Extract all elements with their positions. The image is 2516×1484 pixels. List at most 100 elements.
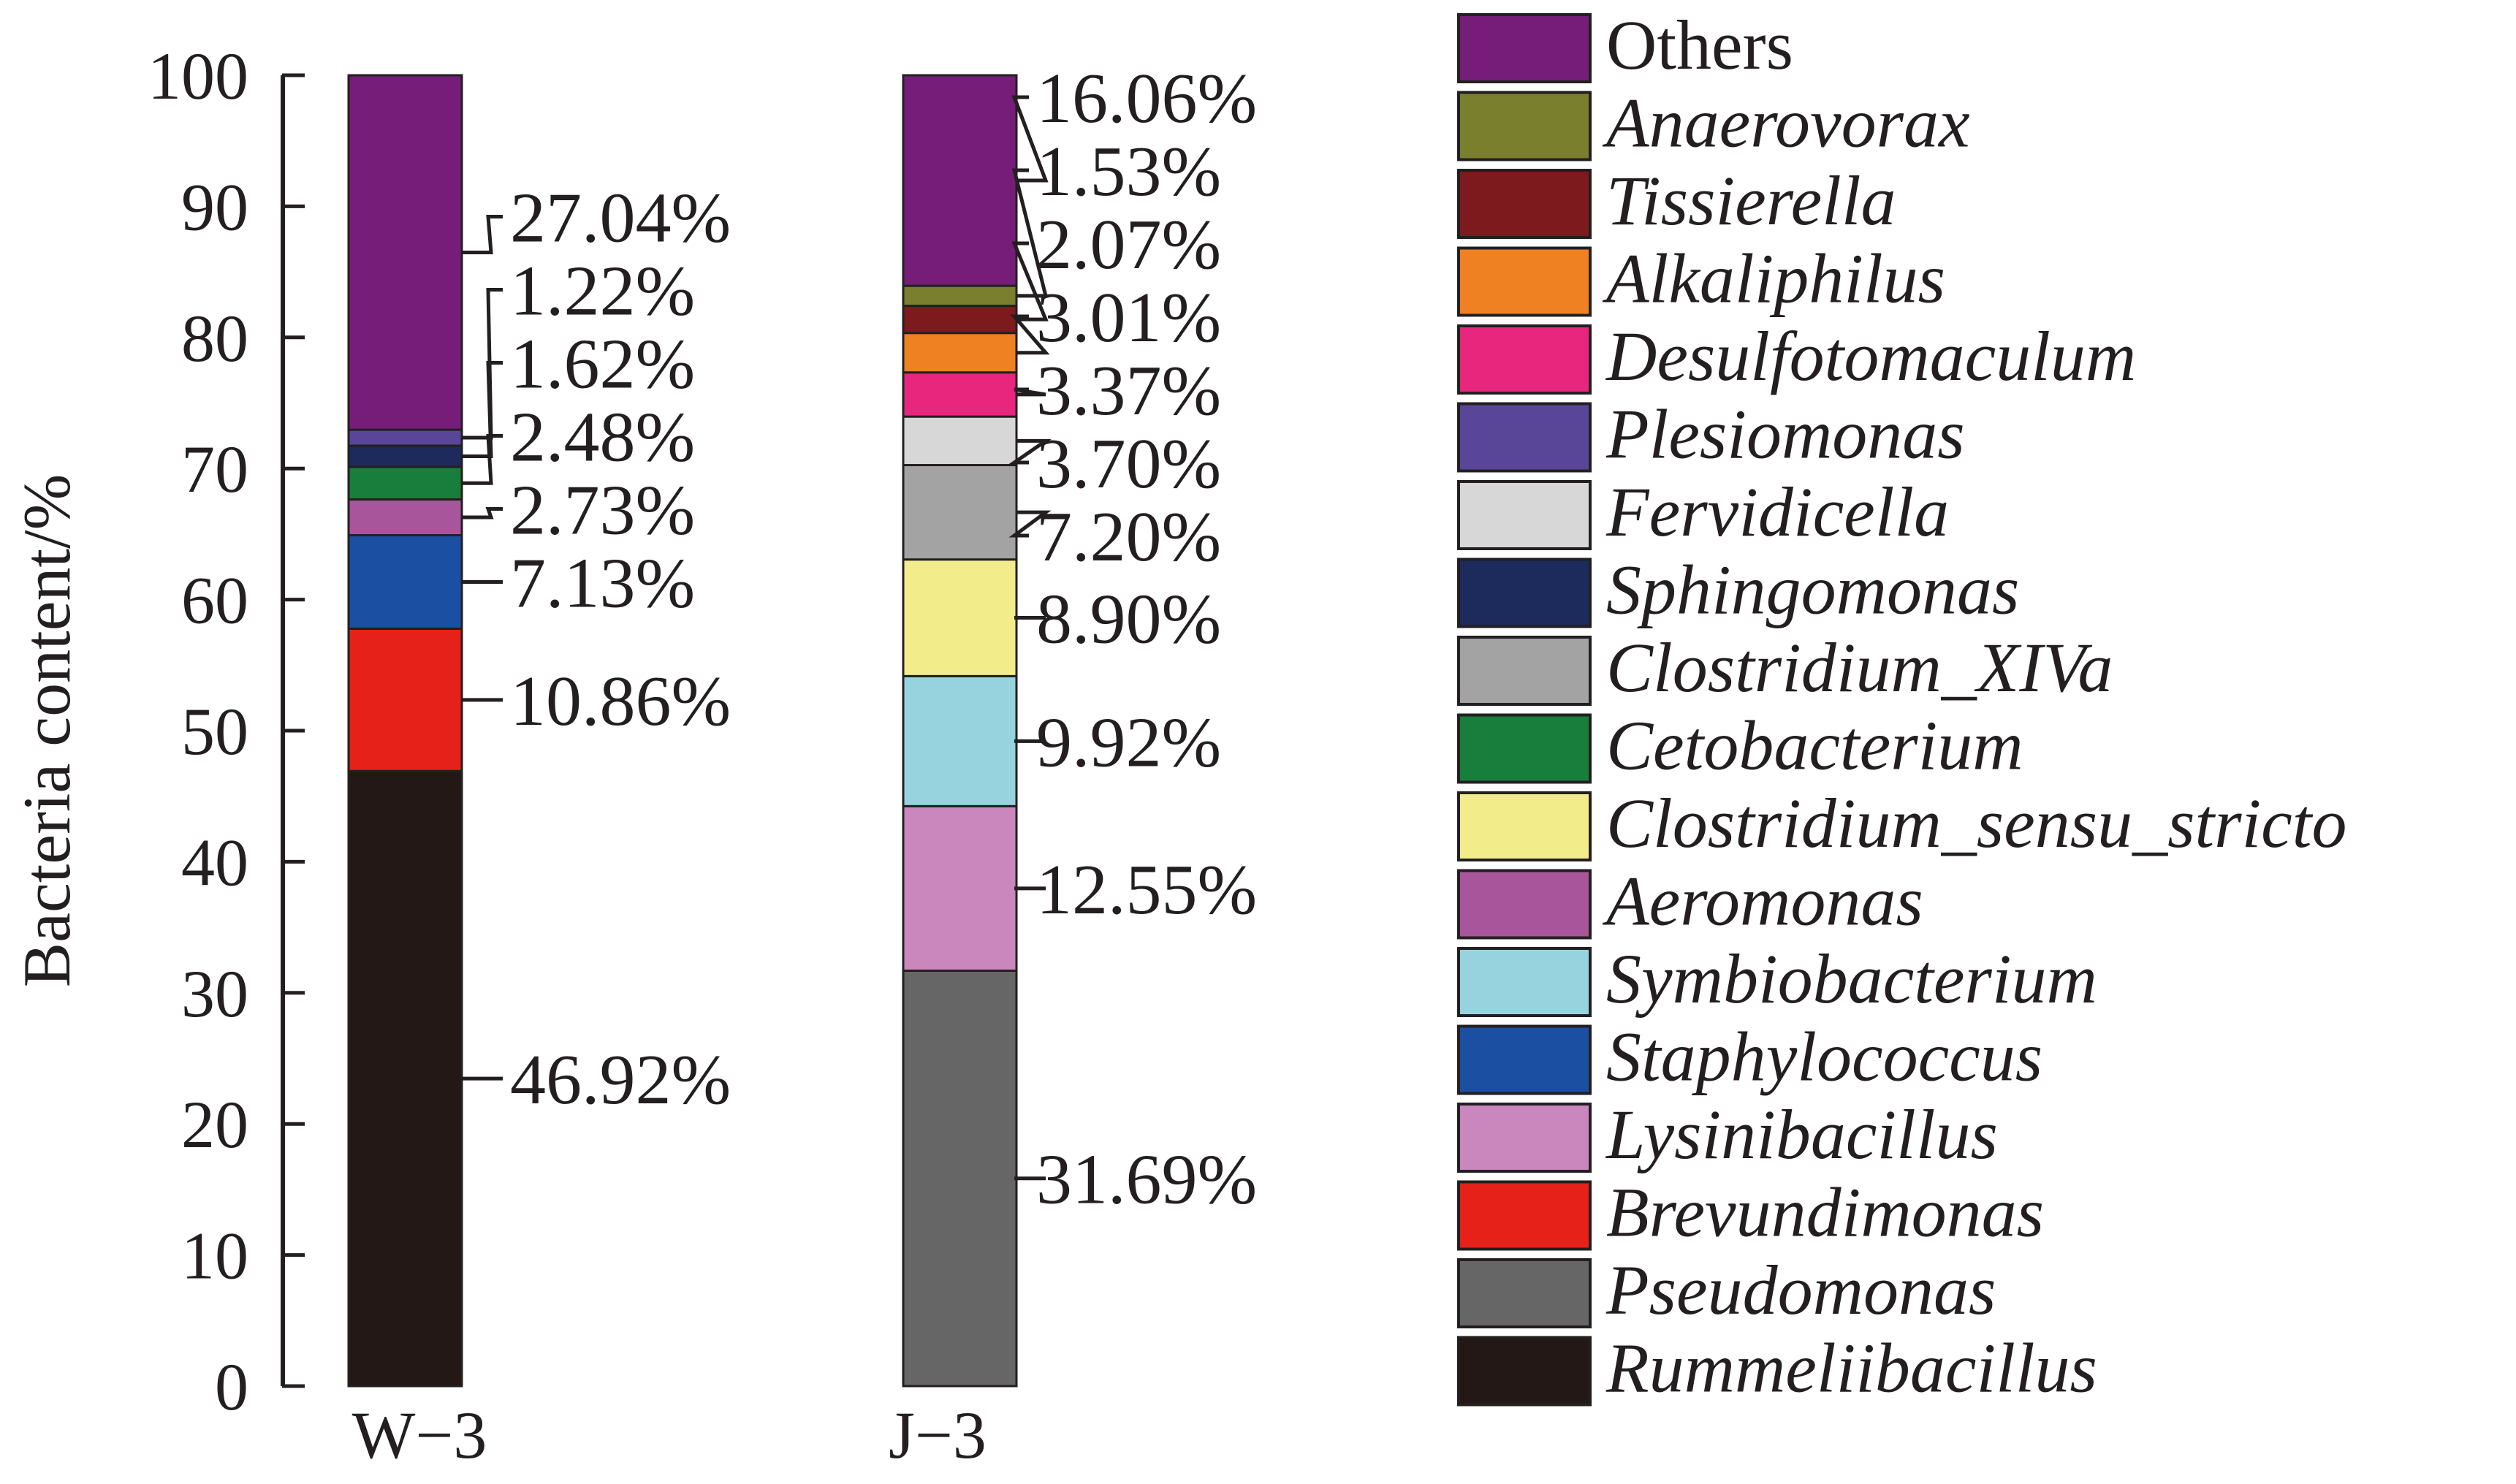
segment-sphingomonas: [347, 444, 463, 468]
bars: [347, 74, 1018, 1388]
leader-line: [1014, 387, 1046, 397]
legend-label: Fervidicella: [1605, 473, 1949, 551]
legend-label: Staphylococcus: [1606, 1018, 2042, 1096]
bar-w-3: [347, 74, 463, 1388]
legend-swatch: [1457, 636, 1592, 706]
legend-swatch: [1457, 1180, 1592, 1251]
percentage-label: 2.07%: [1036, 205, 1221, 284]
y-tick-label: 10: [181, 1219, 248, 1293]
legend-label: Anaerovorax: [1602, 84, 1970, 162]
legend-item-symbiobacterium: Symbiobacterium: [1457, 940, 2097, 1018]
segment-others: [347, 74, 463, 431]
category-label: J−3: [889, 1398, 987, 1472]
legend-swatch: [1457, 1103, 1592, 1173]
percentage-label: 3.37%: [1036, 351, 1221, 430]
percentage-label: 46.92%: [510, 1040, 731, 1119]
legend-item-lysinibacillus: Lysinibacillus: [1457, 1095, 1998, 1173]
segment-clostridium-sensu-stricto: [902, 558, 1018, 677]
legend-swatch: [1457, 1258, 1592, 1328]
percentage-label: 10.86%: [510, 662, 731, 741]
segment-alkaliphilus: [902, 332, 1018, 374]
percentage-label: 3.70%: [1036, 425, 1221, 503]
legend-swatch: [1457, 1336, 1592, 1407]
legend-swatch: [1457, 324, 1592, 395]
legend-item-anaerovorax: Anaerovorax: [1457, 84, 1970, 162]
legend-item-clostridium-xiva: Clostridium_XIVa: [1457, 628, 2113, 707]
percentage-label: 9.92%: [1036, 703, 1221, 782]
legend-item-clostridium-sensu-stricto: Clostridium_sensu_stricto: [1457, 784, 2346, 862]
legend-swatch: [1457, 91, 1592, 161]
y-tick-label: 100: [148, 39, 248, 113]
y-tick-label: 50: [181, 694, 248, 769]
legend-item-tissierella: Tissierella: [1457, 161, 1896, 240]
percentage-label: 1.22%: [510, 251, 695, 330]
percentage-label: 7.13%: [510, 544, 695, 623]
y-axis-label: Bacteria content/%: [9, 474, 84, 987]
leader-line: [462, 506, 503, 520]
leader-line: [462, 433, 503, 485]
legend-item-plesiomonas: Plesiomonas: [1457, 395, 1965, 473]
legend-item-staphylococcus: Staphylococcus: [1457, 1018, 2042, 1096]
segment-rummeliibacillus: [347, 769, 463, 1388]
legend-item-brevundimonas: Brevundimonas: [1457, 1173, 2044, 1252]
segment-symbiobacterium: [902, 674, 1018, 807]
legend-label: Pseudomonas: [1605, 1251, 1996, 1329]
legend-item-sphingomonas: Sphingomonas: [1457, 551, 2019, 629]
leader-line: [462, 360, 503, 459]
segment-others: [902, 74, 1018, 287]
legend-swatch: [1457, 402, 1592, 473]
y-tick-label: 80: [181, 301, 248, 376]
y-tick-label: 60: [181, 563, 248, 638]
legend-swatch: [1457, 246, 1592, 317]
legend-label: Desulfotomaculum: [1605, 317, 2136, 395]
segment-desulfotomaculum: [902, 371, 1018, 418]
legend-swatch: [1457, 13, 1592, 83]
legend-label: Aeromonas: [1602, 862, 1923, 940]
legend-swatch: [1457, 1024, 1592, 1095]
legend-item-pseudomonas: Pseudomonas: [1457, 1251, 1996, 1329]
percentage-label: 16.06%: [1036, 59, 1257, 138]
percentage-labels: W−3 46.92% 10.86% 7.13%2.73%2.48%1.62%1.22%…: [352, 59, 1258, 1472]
percentage-label: 2.48%: [510, 397, 695, 476]
legend-swatch: [1457, 869, 1592, 940]
leader-line: [1008, 510, 1052, 538]
legend-item-fervidicella: Fervidicella: [1457, 473, 1949, 551]
legend-item-desulfotomaculum: Desulfotomaculum: [1457, 317, 2136, 395]
legend-swatch: [1457, 791, 1592, 861]
percentage-label: 12.55%: [1036, 851, 1257, 929]
leader-line: [1008, 438, 1052, 465]
segment-staphylococcus: [347, 534, 463, 630]
leader-line: [462, 287, 503, 440]
segment-fervidicella: [902, 415, 1018, 467]
segment-lysinibacillus: [902, 804, 1018, 972]
y-tick-label: 0: [215, 1350, 248, 1424]
leader-line: [1011, 241, 1049, 321]
legend-swatch: [1457, 480, 1592, 550]
legend-item-aeromonas: Aeromonas: [1457, 862, 1923, 940]
segment-brevundimonas: [347, 627, 463, 772]
percentage-label: 27.04%: [510, 178, 731, 257]
percentage-label: 1.62%: [510, 324, 695, 403]
legend-item-alkaliphilus: Alkaliphilus: [1457, 240, 1945, 318]
percentage-label: 2.73%: [510, 471, 695, 549]
y-tick-label: 90: [181, 170, 248, 244]
legend-swatch: [1457, 558, 1592, 628]
bar-j-3: [902, 74, 1018, 1388]
segment-cetobacterium: [347, 465, 463, 501]
legend-label: Alkaliphilus: [1602, 240, 1945, 318]
legend-label: Cetobacterium: [1606, 707, 2023, 785]
segment-anaerovorax: [902, 284, 1018, 308]
leader-line: [1011, 95, 1049, 183]
percentage-label: 31.69%: [1036, 1141, 1257, 1219]
leader-line: [1011, 168, 1049, 298]
leader-line: [1010, 314, 1050, 355]
percentage-label: 8.90%: [1036, 580, 1221, 659]
segment-pseudomonas: [902, 969, 1018, 1388]
legend-label: Brevundimonas: [1606, 1173, 2044, 1252]
legend-item-cetobacterium: Cetobacterium: [1457, 707, 2023, 785]
y-tick-label: 20: [181, 1087, 248, 1162]
legend-label: Tissierella: [1606, 161, 1896, 240]
y-tick-label: 30: [181, 956, 248, 1031]
legend-label: Clostridium_sensu_stricto: [1606, 784, 2346, 862]
